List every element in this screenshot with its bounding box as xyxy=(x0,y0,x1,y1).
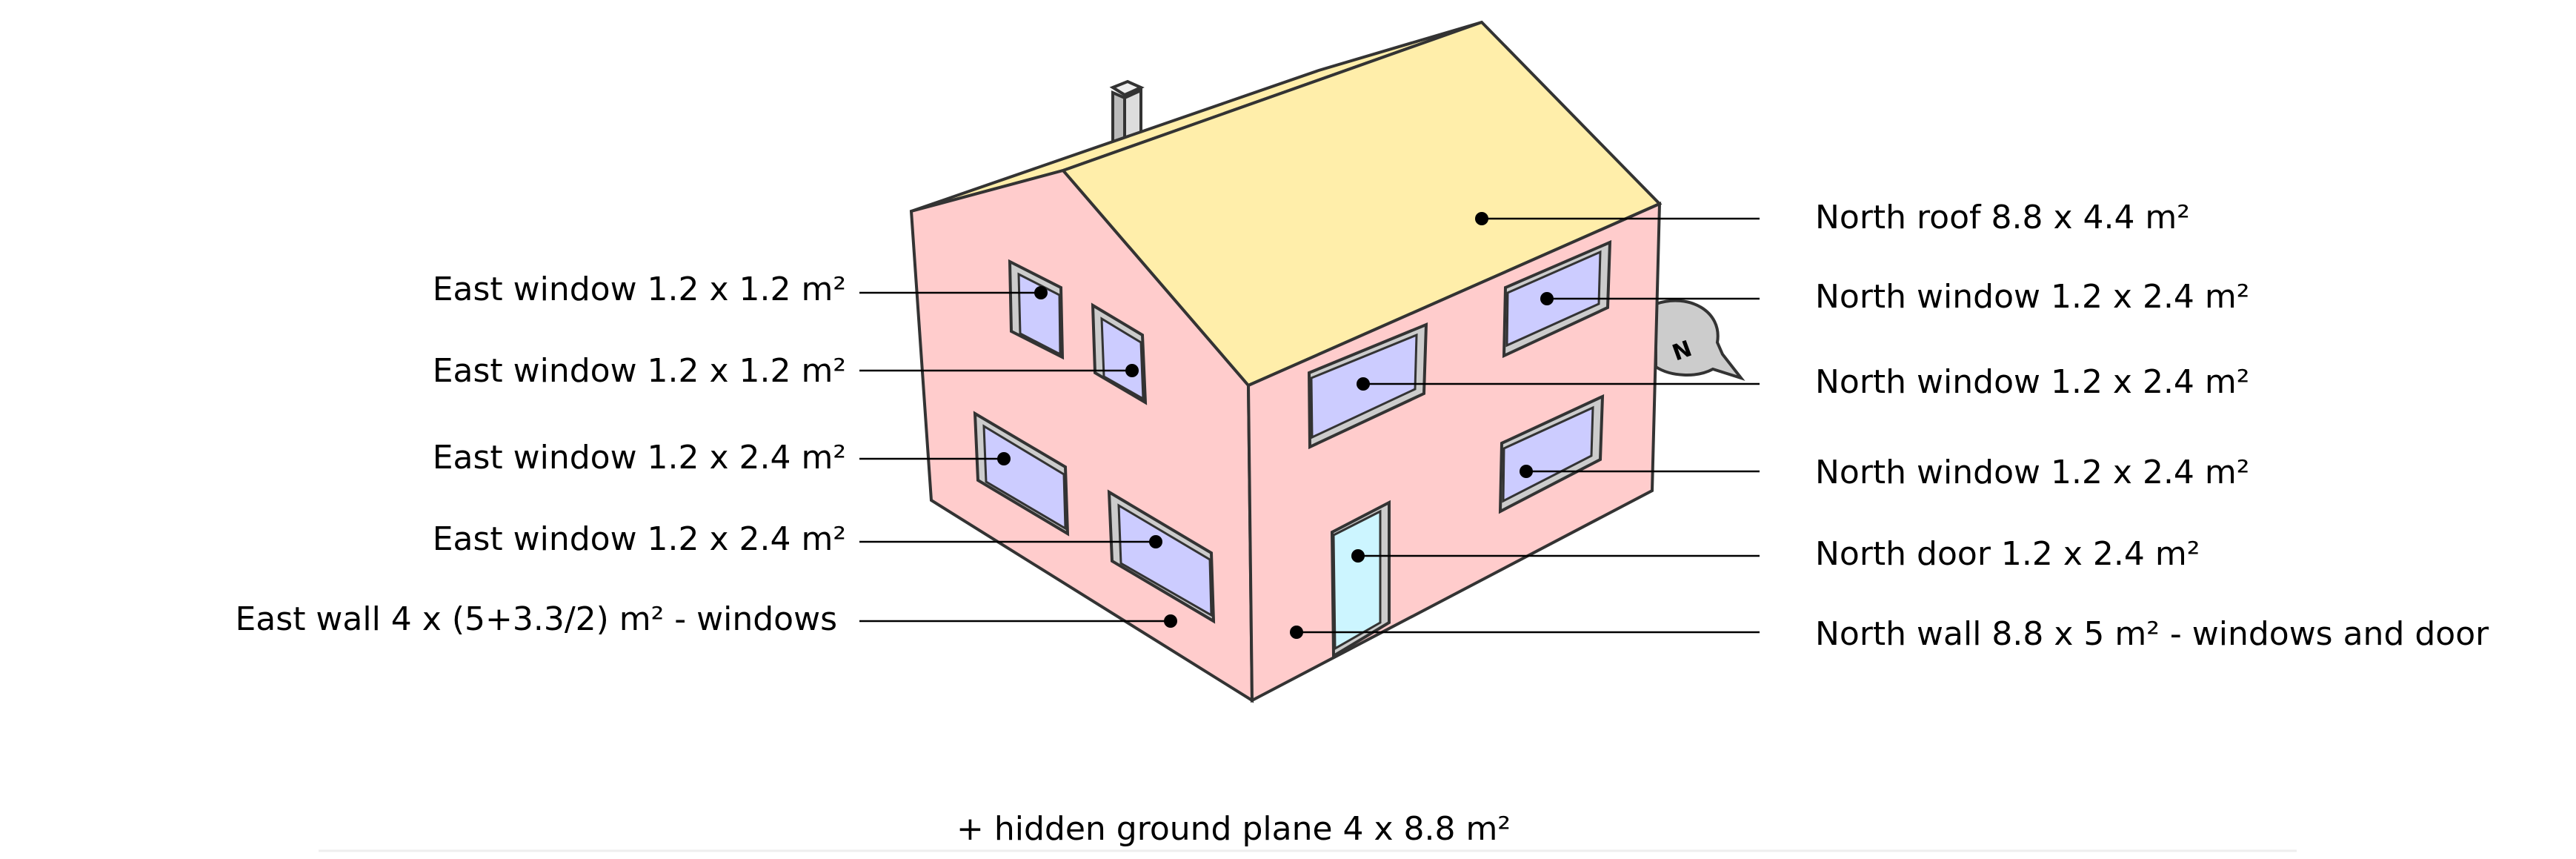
label-north-roof: North roof 8.8 x 4.4 m² xyxy=(1815,199,2190,236)
label-north-window-1: North window 1.2 x 2.4 m² xyxy=(1815,278,2249,316)
label-east-window-3: East window 1.2 x 2.4 m² xyxy=(433,439,846,477)
dot-north-window-1 xyxy=(1540,292,1554,305)
dot-east-wall xyxy=(1164,614,1177,628)
dot-east-window-4 xyxy=(1149,535,1162,548)
compass-bubble xyxy=(1654,299,1745,381)
label-east-window-2: East window 1.2 x 1.2 m² xyxy=(433,352,846,390)
east-labels: East window 1.2 x 1.2 m² East window 1.2… xyxy=(236,271,847,638)
leader-dots xyxy=(997,212,1554,639)
label-north-wall: North wall 8.8 x 5 m² - windows and door xyxy=(1815,615,2489,653)
dot-east-window-3 xyxy=(997,452,1011,465)
label-north-window-3: North window 1.2 x 2.4 m² xyxy=(1815,454,2249,491)
north-compass: N xyxy=(1654,299,1745,381)
dot-north-wall xyxy=(1290,626,1303,639)
east-window-4 xyxy=(1107,489,1216,624)
label-north-door: North door 1.2 x 2.4 m² xyxy=(1815,535,2200,573)
dot-north-window-2 xyxy=(1357,377,1370,391)
north-door xyxy=(1330,500,1391,659)
window-glass xyxy=(982,424,1067,531)
window-glass xyxy=(1100,316,1145,401)
label-east-window-4: East window 1.2 x 2.4 m² xyxy=(433,520,846,558)
dot-north-roof xyxy=(1475,212,1488,225)
north-labels: North roof 8.8 x 4.4 m² North window 1.2… xyxy=(1815,199,2489,653)
dot-north-window-3 xyxy=(1520,465,1533,478)
label-east-window-1: East window 1.2 x 1.2 m² xyxy=(433,271,846,308)
leader-lines xyxy=(859,217,1760,634)
door-panel xyxy=(1332,509,1382,651)
dot-north-door xyxy=(1351,549,1365,563)
label-north-window-2: North window 1.2 x 2.4 m² xyxy=(1815,363,2249,401)
chimney-top xyxy=(1109,79,1145,97)
dot-east-window-2 xyxy=(1125,364,1139,377)
window-glass xyxy=(1017,272,1062,356)
label-east-wall: East wall 4 x (5+3.3/2) m² - windows xyxy=(236,600,838,638)
east-window-3 xyxy=(973,411,1070,537)
ground-plane-note: + hidden ground plane 4 x 8.8 m² xyxy=(956,810,1511,848)
east-window-2 xyxy=(1091,302,1148,405)
window-glass xyxy=(1117,503,1213,617)
dot-east-window-1 xyxy=(1034,286,1048,299)
east-window-1 xyxy=(1008,259,1065,360)
